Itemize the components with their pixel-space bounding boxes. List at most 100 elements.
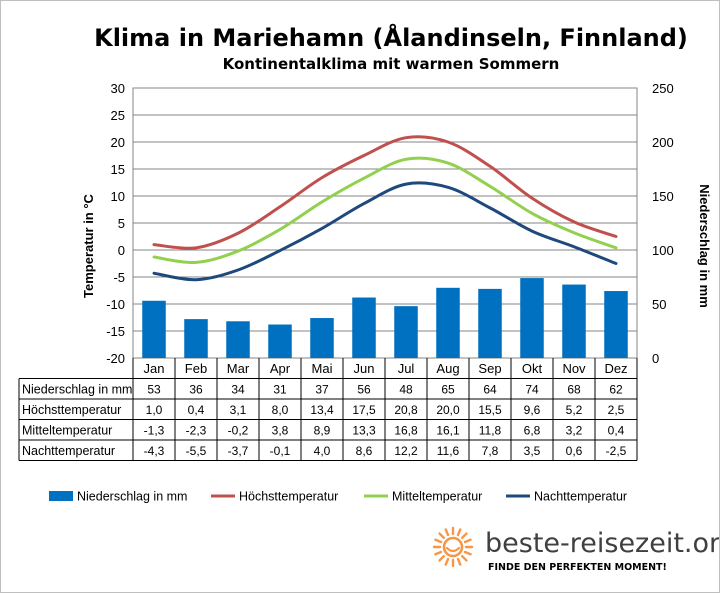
month-label: Mai [312,361,333,376]
left-tick-label: 5 [118,216,125,231]
table-cell: 31 [273,382,287,396]
table-cell: 34 [231,382,245,396]
table-row-header: Niederschlag in mm [22,382,132,396]
sun-ray [434,550,443,556]
precipitation-bar-mai [310,318,334,358]
right-tick-label: 0 [652,351,659,366]
left-tick-label: -5 [113,270,125,285]
table-row-header: Höchsttemperatur [22,403,121,417]
right-axis-label: Niederschlag in mm [697,184,712,308]
table-cell: 11,6 [437,444,460,458]
left-tick-label: 0 [118,243,125,258]
table-row-header: Nachttemperatur [22,444,115,458]
table-cell: 13,4 [310,403,334,417]
brand-name: beste-reisezeit.org [485,528,719,559]
sun-ray [460,554,468,562]
table-cell: 20,0 [436,403,460,417]
precipitation-bar-apr [268,324,292,358]
right-axis-ticks: 0 50 100 150 200 250 [652,81,674,366]
sun-ray [444,557,450,566]
month-label: Feb [185,361,207,376]
precipitation-bar-jul [394,306,418,358]
table-cell: 56 [357,382,371,396]
precipitation-bar-aug [436,287,460,358]
table-cell: -0,2 [228,423,249,437]
month-label: Okt [522,361,543,376]
right-tick-label: 200 [652,135,674,150]
precipitation-bar-sep [478,288,502,358]
month-label: Mar [227,361,250,376]
precipitation-bar-nov [562,284,586,358]
legend-label: Nachttemperatur [534,490,627,504]
table-cell: -1,3 [144,423,165,437]
left-tick-label: 15 [111,162,125,177]
brand-logo: beste-reisezeit.org FINDE DEN PERFEKTEN … [432,526,719,573]
sun-ray [463,538,472,544]
left-axis-ticks: -20 -15 -10 -5 0 5 10 15 20 25 30 [106,81,125,366]
right-tick-label: 50 [652,297,666,312]
sun-disc [442,536,464,558]
month-label: Sep [478,361,501,376]
table-cell: 65 [441,382,455,396]
table-cell: 53 [147,382,161,396]
table-cell: 0,4 [608,423,625,437]
left-tick-label: -20 [106,351,125,366]
precipitation-bar-feb [184,319,208,358]
table-cell: -4,3 [144,444,165,458]
sun-ray [438,532,446,540]
table-cell: -3,7 [228,444,249,458]
precipitation-bar-okt [520,278,544,358]
mean-temp-line [152,156,618,265]
table-cell: 8,0 [272,403,289,417]
left-tick-label: 25 [111,108,125,123]
month-label: Jun [354,361,375,376]
table-cell: 6,8 [524,423,541,437]
right-tick-label: 150 [652,189,674,204]
legend-label: Niederschlag in mm [77,490,187,504]
table-cell: 13,3 [352,423,376,437]
table-cell: 3,1 [230,403,247,417]
left-axis-label: Temperatur in °C [81,193,96,298]
sun-icon [432,526,474,568]
table-cell: -2,3 [186,423,207,437]
month-label: Jul [398,361,415,376]
table-cell: 0,4 [188,403,205,417]
table-row-header: Mitteltemperatur [22,423,112,437]
table-cell: -0,1 [270,444,291,458]
table-cell: 3,5 [524,444,541,458]
table-cell: 48 [399,382,413,396]
left-tick-label: 10 [111,189,125,204]
table-cell: 4,0 [314,444,331,458]
month-label: Aug [436,361,459,376]
precipitation-bar-jun [352,297,376,358]
table-cell: 8,9 [314,423,331,437]
left-tick-label: 20 [111,135,125,150]
table-cell: 0,6 [566,444,583,458]
sun-smile [445,546,461,553]
table-cell: 64 [483,382,497,396]
left-tick-label: 30 [111,81,125,96]
table-cell: 5,2 [566,403,583,417]
month-label: Jan [144,361,165,376]
precipitation-bar-dez [604,291,628,358]
table-cell: 11,8 [479,423,502,437]
legend-label: Mitteltemperatur [392,490,482,504]
sun-ray [438,554,446,562]
table-cell: 16,1 [436,423,460,437]
table-cell: 7,8 [482,444,499,458]
left-tick-label: -10 [106,297,125,312]
legend: Niederschlag in mm Höchsttemperatur Mittel… [49,490,627,504]
brand-tagline: FINDE DEN PERFEKTEN MOMENT! [488,562,667,573]
sun-ray [434,538,443,544]
table-cell: 12,2 [394,444,418,458]
legend-swatch-precipitation [49,491,73,501]
sun-ray [444,528,450,537]
table-cell: 2,5 [608,403,625,417]
sun-ray [460,532,468,540]
table-cell: 15,5 [478,403,502,417]
month-label: Nov [562,361,586,376]
table-cell: 20,8 [394,403,418,417]
gridlines [133,87,637,363]
